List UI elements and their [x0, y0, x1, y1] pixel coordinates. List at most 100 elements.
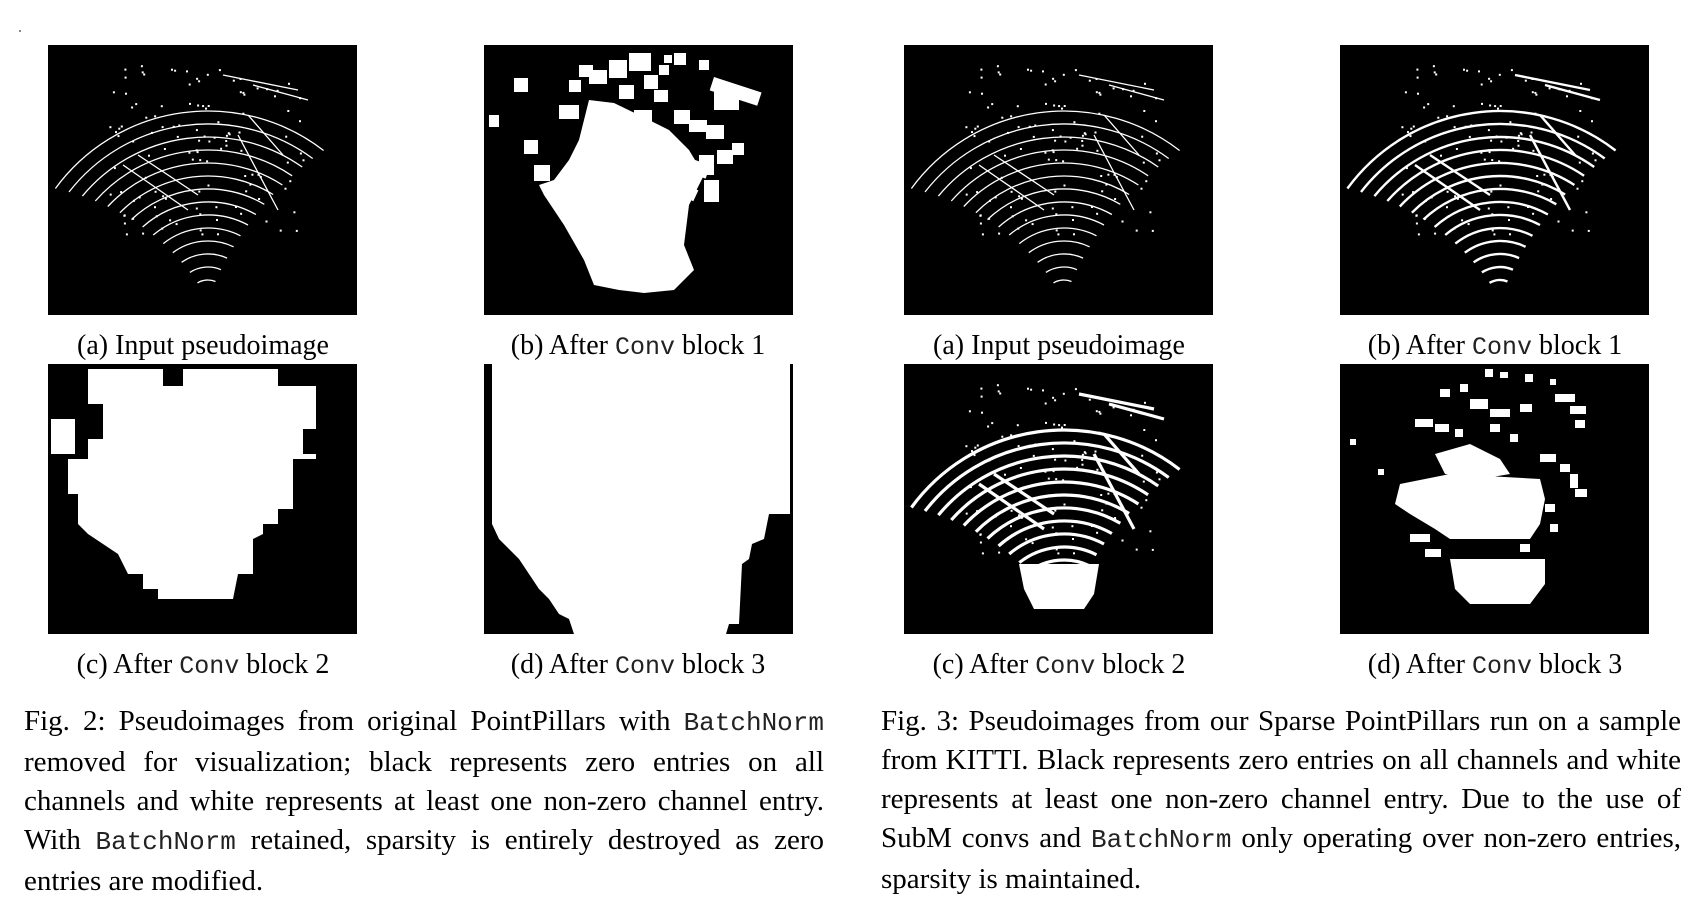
scan-point [1027, 68, 1029, 71]
scan-point [197, 104, 200, 107]
scan-point [1101, 190, 1104, 193]
scan-point [989, 199, 991, 202]
scan-point [1047, 158, 1050, 161]
scan-point [1001, 435, 1004, 438]
scan-ring [1488, 278, 1508, 284]
subcaption-code: Conv [1035, 652, 1096, 681]
scan-point [994, 515, 997, 518]
scan-point [1099, 412, 1102, 415]
scan-point [1543, 173, 1546, 176]
scan-point [1550, 198, 1553, 200]
scan-point [1051, 448, 1054, 451]
caption-code: BatchNorm [95, 827, 236, 857]
scan-point [1436, 176, 1439, 179]
fig3-subcaption-c: (c) After Conv block 2 [849, 649, 1269, 683]
scan-streak [1102, 432, 1141, 476]
pseudoimage-sparse-coarse [1350, 369, 1587, 604]
scan-point [1073, 440, 1076, 443]
scan-point [1410, 127, 1413, 130]
scan-point [1497, 107, 1499, 110]
scan-point [1417, 92, 1419, 95]
scan-point [1073, 233, 1075, 236]
scan-point [1017, 227, 1020, 230]
scan-point [1435, 73, 1438, 76]
scan-point [979, 541, 982, 544]
scan-point [1007, 131, 1009, 134]
scan-point [1467, 223, 1470, 226]
pseudoimage-sparse-points [54, 65, 324, 284]
scan-point [175, 223, 178, 226]
subcaption-prefix: (b) After [510, 330, 615, 361]
scan-point [217, 121, 220, 124]
scan-ring [1398, 161, 1576, 208]
scan-point [1083, 132, 1086, 135]
scan-streak [1539, 114, 1576, 156]
scan-point [1558, 88, 1561, 91]
pseudoimage-dilated-blocks [489, 53, 762, 293]
scan-point [1417, 233, 1420, 236]
scan-point [1487, 149, 1490, 152]
scan-point [999, 73, 1002, 76]
scan-streak [1544, 83, 1601, 102]
scan-point [1020, 516, 1023, 519]
scan-point [1581, 180, 1584, 183]
subcaption-suffix: block 3 [674, 649, 766, 680]
scan-point [1446, 190, 1449, 193]
scan-streak [222, 74, 299, 91]
scan-point [1051, 468, 1054, 471]
scan-point [1132, 408, 1135, 411]
scan-point [1055, 213, 1058, 216]
scan-ring [162, 227, 241, 245]
scan-point [188, 83, 191, 86]
fig2-panel-b-image [484, 45, 793, 315]
scan-point [196, 151, 199, 154]
scan-point [133, 199, 135, 202]
scan-point [1000, 495, 1003, 498]
scan-ring [181, 253, 228, 263]
scan-point [1034, 124, 1037, 127]
scan-point [1443, 131, 1445, 134]
subcaption-suffix: block 2 [239, 649, 330, 680]
scan-point [1030, 69, 1033, 72]
scan-point [1155, 97, 1158, 100]
scan-point [151, 131, 153, 134]
scan-point [1096, 468, 1099, 471]
scan-point [124, 76, 127, 79]
scan-point [265, 220, 268, 223]
scan-point [1112, 406, 1115, 409]
scan-point [1587, 229, 1590, 232]
scan-point [1069, 455, 1072, 458]
scan-point [976, 510, 979, 513]
scan-point [1478, 70, 1480, 73]
scan-point [1557, 220, 1560, 223]
scan-point [206, 73, 209, 76]
scan-point [1140, 506, 1143, 509]
scan-point [1095, 78, 1098, 80]
scan-point [997, 71, 1000, 74]
scan-streak [237, 134, 279, 211]
scan-point [1571, 229, 1574, 232]
scan-point [1098, 431, 1101, 434]
scan-point [1084, 133, 1087, 136]
scan-artifact-dot [19, 30, 21, 32]
scan-point [998, 232, 1001, 235]
scan-point [1010, 434, 1013, 437]
scan-point [1594, 159, 1597, 162]
scan-point [1149, 211, 1152, 214]
scan-point [239, 78, 242, 80]
fig2-caption: Fig. 2: Pseudoimages from original Point… [24, 702, 824, 901]
caption-code: BatchNorm [1091, 825, 1232, 855]
scan-point [148, 154, 150, 157]
scan-point [225, 144, 228, 147]
scan-point [1098, 112, 1101, 115]
scan-point [1144, 401, 1146, 404]
scan-point [1027, 387, 1029, 390]
scan-point [169, 219, 172, 222]
scan-point [1096, 531, 1099, 534]
scan-point [240, 149, 243, 152]
scan-point [174, 69, 177, 72]
scan-point [161, 126, 164, 129]
scan-point [1520, 133, 1523, 136]
pseudoimage-nearly-full [484, 364, 790, 634]
scan-point [154, 115, 157, 118]
